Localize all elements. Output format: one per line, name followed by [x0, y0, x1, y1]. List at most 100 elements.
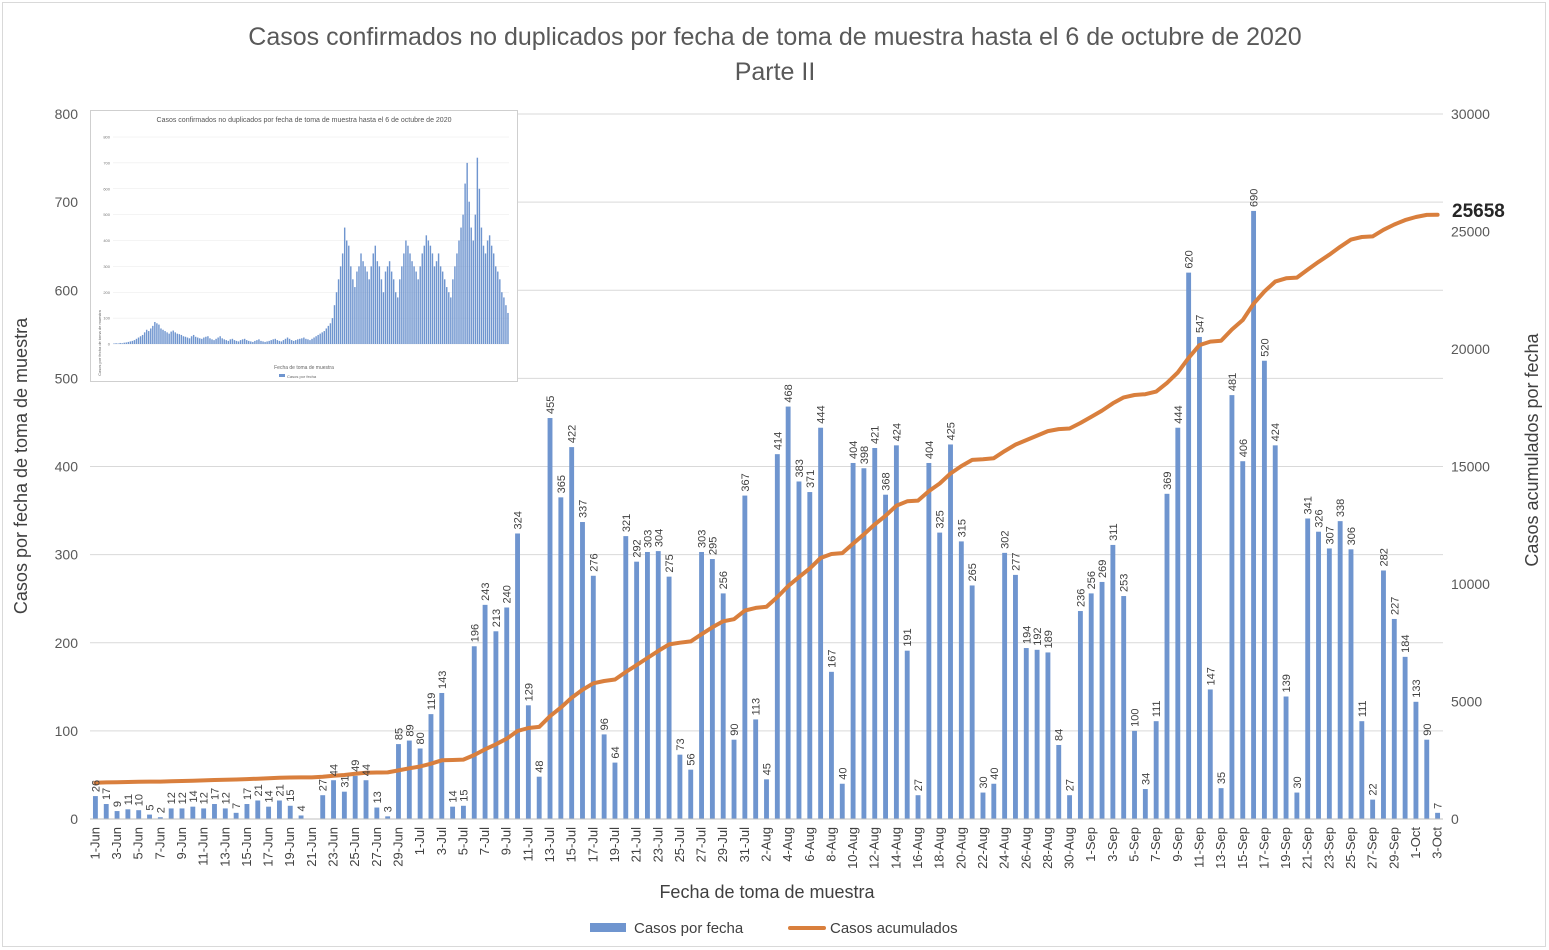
x-tick-label: 29-Jul [715, 827, 730, 863]
data-labels: 2617911105212121412171271721142115427443… [90, 189, 1444, 814]
inset-bar [290, 340, 293, 344]
bar [688, 769, 694, 819]
inset-bar [152, 325, 154, 344]
inset-bar [239, 340, 242, 344]
inset-bar [366, 271, 368, 344]
x-tick-label: 13-Sep [1213, 827, 1228, 869]
bar [915, 795, 921, 819]
y-tick-label-left: 400 [55, 459, 79, 475]
bar-value-label: 275 [664, 554, 676, 572]
inset-bar [505, 305, 507, 344]
y-tick-label-right: 0 [1451, 811, 1459, 827]
bar-value-label: 96 [599, 718, 611, 730]
bar [872, 447, 878, 819]
bar [233, 812, 239, 819]
inset-bar [407, 245, 409, 344]
bar-value-label: 265 [967, 563, 979, 581]
bar-value-label: 22 [1368, 783, 1380, 795]
bar [1370, 799, 1376, 819]
bar-value-label: 425 [946, 422, 958, 440]
bar [276, 800, 282, 819]
bar-value-label: 34 [1140, 773, 1152, 785]
inset-bar [170, 331, 172, 344]
bar [1229, 395, 1235, 819]
bar-value-label: 269 [1097, 560, 1109, 578]
y-tick-label-right: 5000 [1451, 694, 1482, 710]
bar-value-label: 481 [1227, 373, 1239, 391]
bar-value-label: 14 [264, 790, 276, 802]
bar [785, 406, 791, 819]
inset-bar [194, 336, 197, 344]
inset-bar [370, 266, 372, 344]
bar-value-label: 455 [545, 396, 557, 414]
inset-bar [141, 334, 144, 344]
inset-bar [399, 279, 401, 344]
inset-bar [319, 333, 321, 344]
bar [406, 740, 412, 819]
bar [439, 692, 445, 819]
inset-bar [274, 338, 276, 344]
y-tick-label-left: 200 [55, 635, 79, 651]
bar-value-label: 26 [90, 780, 102, 792]
bar [417, 748, 423, 819]
x-tick-label: 5-Jul [455, 827, 470, 855]
bar-value-label: 240 [502, 585, 514, 603]
inset-bar [454, 266, 456, 344]
inset-bar [164, 331, 166, 344]
inset-bar [486, 240, 489, 344]
bar [1186, 272, 1192, 819]
bar [1283, 696, 1289, 819]
bar [1272, 445, 1278, 819]
x-tick-label: 15-Jul [564, 827, 579, 863]
bar [341, 791, 347, 819]
bar [125, 809, 131, 819]
x-tick-label: 19-Jul [607, 827, 622, 863]
inset-bar [343, 227, 346, 344]
inset-bar [356, 271, 358, 344]
bar-value-label: 325 [935, 510, 947, 528]
bar-value-label: 100 [1130, 709, 1142, 727]
inset-legend-swatch [279, 374, 285, 377]
bar-value-label: 365 [556, 475, 568, 493]
inset-bar [421, 253, 423, 344]
bar [1153, 721, 1159, 819]
inset-bar [325, 328, 328, 344]
inset-bar [184, 336, 187, 344]
bar [612, 762, 618, 819]
bar [883, 494, 888, 819]
x-tick-label: 5-Sep [1127, 827, 1142, 862]
bar-value-label: 422 [567, 425, 579, 443]
x-tick-label: 6-Aug [802, 827, 817, 862]
inset-bar [384, 271, 387, 344]
inset-bar [333, 305, 336, 344]
inset-bar [323, 331, 325, 344]
inset-bar [299, 338, 301, 344]
bar-value-label: 337 [577, 500, 589, 518]
bar [363, 780, 369, 819]
inset-bar [309, 340, 311, 344]
bar-value-label: 7 [231, 803, 243, 809]
inset-bar [425, 235, 428, 344]
bar [460, 805, 466, 819]
x-tick-label: 10-Aug [845, 827, 860, 869]
bar [904, 650, 910, 819]
bar-value-label: 338 [1335, 499, 1347, 517]
bar-value-label: 184 [1400, 634, 1412, 652]
bar [1034, 649, 1040, 819]
bar [504, 607, 510, 819]
inset-bar [276, 340, 279, 344]
bar-value-label: 27 [1065, 779, 1077, 791]
x-axis-title: Fecha de toma de muestra [659, 882, 875, 902]
bar [893, 445, 899, 819]
inset-bar [190, 336, 193, 344]
x-tick-label: 27-Jun [369, 827, 384, 867]
inset-bar [354, 287, 356, 344]
bar-value-label: 192 [1032, 627, 1044, 645]
inset-bar [423, 245, 426, 344]
inset-bar [433, 266, 436, 344]
x-tick-label: 20-Aug [953, 827, 968, 869]
bar-value-label: 421 [870, 426, 882, 444]
inset-bar [133, 340, 136, 344]
inset-bar [176, 333, 179, 344]
bar-value-label: 324 [513, 511, 525, 529]
